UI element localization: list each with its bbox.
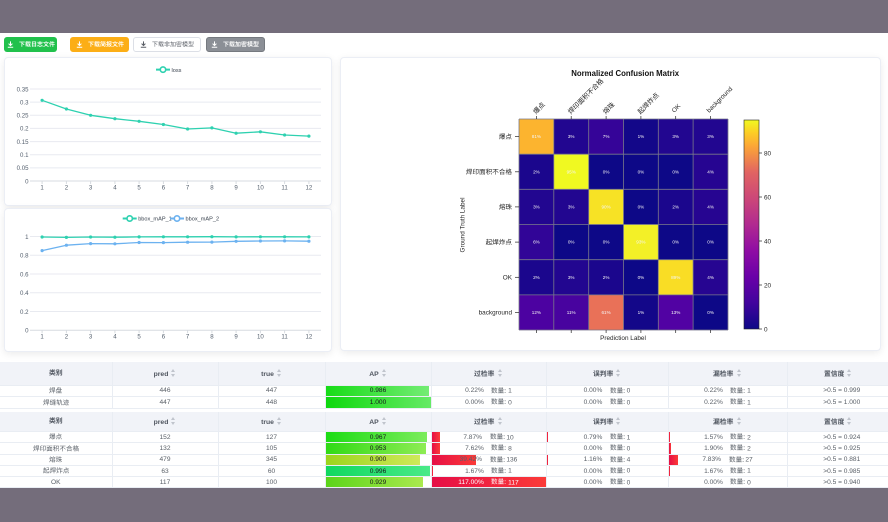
svg-text:3%: 3% xyxy=(568,134,575,139)
svg-text:OK: OK xyxy=(503,275,513,282)
svg-text:0%: 0% xyxy=(638,275,645,280)
svg-text:0: 0 xyxy=(25,178,29,185)
svg-text:40: 40 xyxy=(764,238,772,245)
svg-text:2%: 2% xyxy=(533,275,540,280)
svg-text:0%: 0% xyxy=(638,169,645,174)
svg-text:60: 60 xyxy=(764,194,772,201)
svg-text:3%: 3% xyxy=(568,275,575,280)
svg-text:12: 12 xyxy=(306,185,313,192)
svg-text:0.6: 0.6 xyxy=(20,271,29,278)
svg-text:8: 8 xyxy=(210,333,214,340)
svg-text:0%: 0% xyxy=(638,205,645,210)
svg-text:20: 20 xyxy=(764,282,772,289)
svg-text:2%: 2% xyxy=(533,169,540,174)
svg-text:10: 10 xyxy=(257,185,264,192)
svg-text:3%: 3% xyxy=(672,134,679,139)
svg-text:1: 1 xyxy=(40,333,44,340)
svg-text:0.05: 0.05 xyxy=(17,165,29,172)
svg-text:0%: 0% xyxy=(568,240,575,245)
svg-text:0%: 0% xyxy=(672,169,679,174)
svg-text:7: 7 xyxy=(186,333,190,340)
svg-text:12: 12 xyxy=(306,333,313,340)
svg-text:0: 0 xyxy=(764,326,768,333)
svg-text:12%: 12% xyxy=(532,310,541,315)
svg-text:89%: 89% xyxy=(671,275,680,280)
svg-text:95%: 95% xyxy=(567,169,576,174)
svg-text:11: 11 xyxy=(281,333,288,340)
svg-text:80: 80 xyxy=(764,150,772,157)
svg-text:10: 10 xyxy=(257,333,264,340)
svg-text:8: 8 xyxy=(210,185,214,192)
svg-text:0%: 0% xyxy=(707,310,714,315)
svg-text:0.2: 0.2 xyxy=(20,308,29,315)
svg-text:11%: 11% xyxy=(567,310,576,315)
svg-text:1: 1 xyxy=(40,185,44,192)
svg-text:13%: 13% xyxy=(671,310,680,315)
svg-text:4%: 4% xyxy=(707,169,714,174)
svg-text:2: 2 xyxy=(65,333,69,340)
svg-text:3: 3 xyxy=(89,333,93,340)
svg-text:2: 2 xyxy=(65,185,69,192)
svg-text:3%: 3% xyxy=(707,134,714,139)
svg-text:0.35: 0.35 xyxy=(17,86,29,93)
svg-text:1: 1 xyxy=(25,233,29,240)
svg-text:Normalized Confusion Matrix: Normalized Confusion Matrix xyxy=(571,69,680,78)
svg-text:0.8: 0.8 xyxy=(20,252,29,259)
svg-text:Prediction Label: Prediction Label xyxy=(600,335,646,342)
svg-text:0.4: 0.4 xyxy=(20,290,29,297)
svg-text:0%: 0% xyxy=(603,169,610,174)
svg-text:0%: 0% xyxy=(707,240,714,245)
svg-text:5: 5 xyxy=(137,185,141,192)
svg-text:2%: 2% xyxy=(603,275,610,280)
svg-text:90%: 90% xyxy=(601,205,610,210)
svg-text:6%: 6% xyxy=(533,240,540,245)
svg-text:loss: loss xyxy=(172,68,182,74)
svg-text:61%: 61% xyxy=(601,310,610,315)
svg-text:4%: 4% xyxy=(707,275,714,280)
svg-text:0%: 0% xyxy=(672,240,679,245)
svg-text:4: 4 xyxy=(113,185,117,192)
svg-text:11: 11 xyxy=(281,185,288,192)
svg-text:bbox_mAP_2: bbox_mAP_2 xyxy=(186,216,220,222)
svg-text:2%: 2% xyxy=(672,205,679,210)
svg-text:0.1: 0.1 xyxy=(20,152,29,159)
svg-text:1%: 1% xyxy=(638,134,645,139)
svg-text:background: background xyxy=(706,86,735,115)
svg-text:3%: 3% xyxy=(568,205,575,210)
svg-text:0%: 0% xyxy=(603,240,610,245)
svg-text:0.2: 0.2 xyxy=(20,126,29,133)
svg-text:3%: 3% xyxy=(533,205,540,210)
svg-text:6: 6 xyxy=(162,333,166,340)
svg-text:7%: 7% xyxy=(603,134,610,139)
svg-text:4: 4 xyxy=(113,333,117,340)
svg-text:Ground Truth Label: Ground Truth Label xyxy=(460,197,467,252)
svg-text:9: 9 xyxy=(234,333,238,340)
svg-text:OK: OK xyxy=(671,102,683,114)
svg-text:4%: 4% xyxy=(707,205,714,210)
svg-text:7: 7 xyxy=(186,185,190,192)
svg-text:6: 6 xyxy=(162,185,166,192)
svg-text:1%: 1% xyxy=(638,310,645,315)
svg-text:0: 0 xyxy=(25,327,29,334)
svg-text:93%: 93% xyxy=(636,240,645,245)
svg-text:81%: 81% xyxy=(532,134,541,139)
svg-text:3: 3 xyxy=(89,185,93,192)
svg-text:0.3: 0.3 xyxy=(20,99,29,106)
svg-text:0.25: 0.25 xyxy=(17,113,29,120)
svg-text:bbox_mAP_1: bbox_mAP_1 xyxy=(138,216,172,222)
svg-text:background: background xyxy=(479,310,513,317)
svg-text:5: 5 xyxy=(137,333,141,340)
svg-text:9: 9 xyxy=(234,185,238,192)
svg-text:0.15: 0.15 xyxy=(17,139,29,146)
